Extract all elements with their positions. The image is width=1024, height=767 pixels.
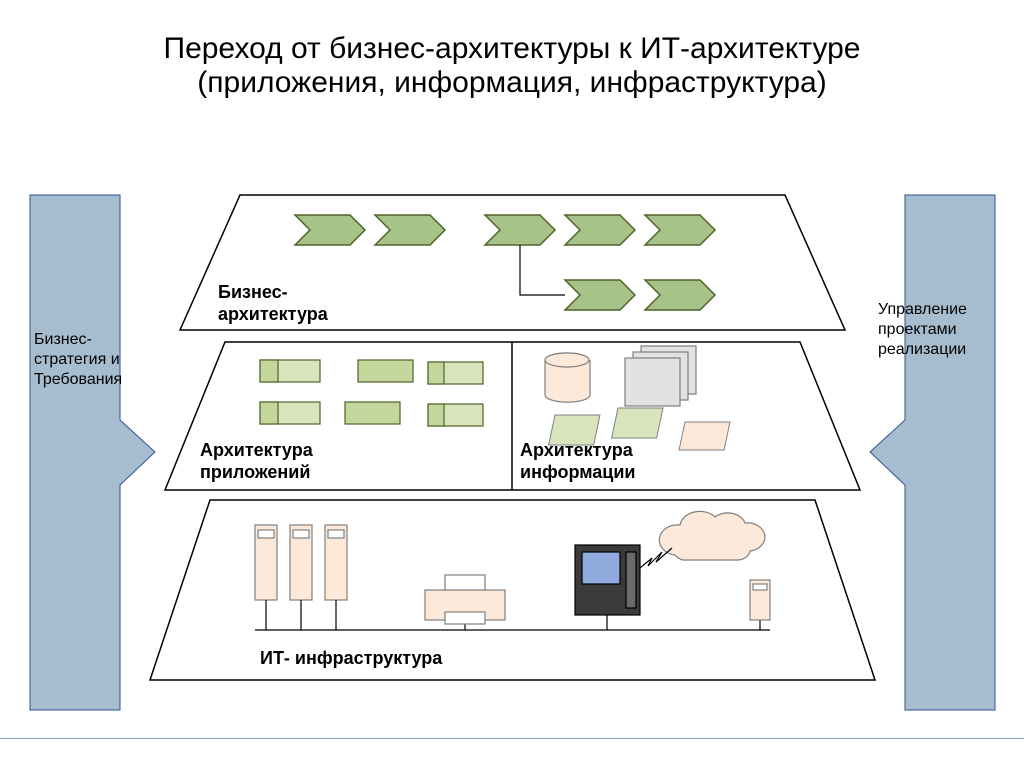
app-box-icon [260,402,320,424]
app-box-icon [358,360,413,382]
app-box-icon [428,404,483,426]
layer-label-business: Бизнес- архитектура [218,282,328,325]
architecture-diagram [0,0,1024,767]
left-pillar [30,195,155,710]
cylinder-icon [545,353,590,402]
diagram-canvas: Переход от бизнес-архитектуры к ИТ-архит… [0,0,1024,767]
footer-divider [0,738,1024,739]
layer-label-information: Архитектура информации [520,440,636,483]
app-box-icon [345,402,400,424]
app-box-icon [260,360,320,382]
right-pillar-label: Управление проектами реализации [878,300,1008,360]
document-stack-icon [625,346,696,406]
left-pillar-label: Бизнес- стратегия и Требования [34,330,144,390]
layer-label-infrastructure: ИТ- инфраструктура [260,648,442,669]
right-pillar [870,195,995,710]
app-box-icon [428,362,483,384]
computer-icon [575,545,640,615]
sheet-icon [612,408,663,438]
layer-label-applications: Архитектура приложений [200,440,313,483]
tower-icon [750,580,770,620]
sheet-icon [679,422,730,450]
